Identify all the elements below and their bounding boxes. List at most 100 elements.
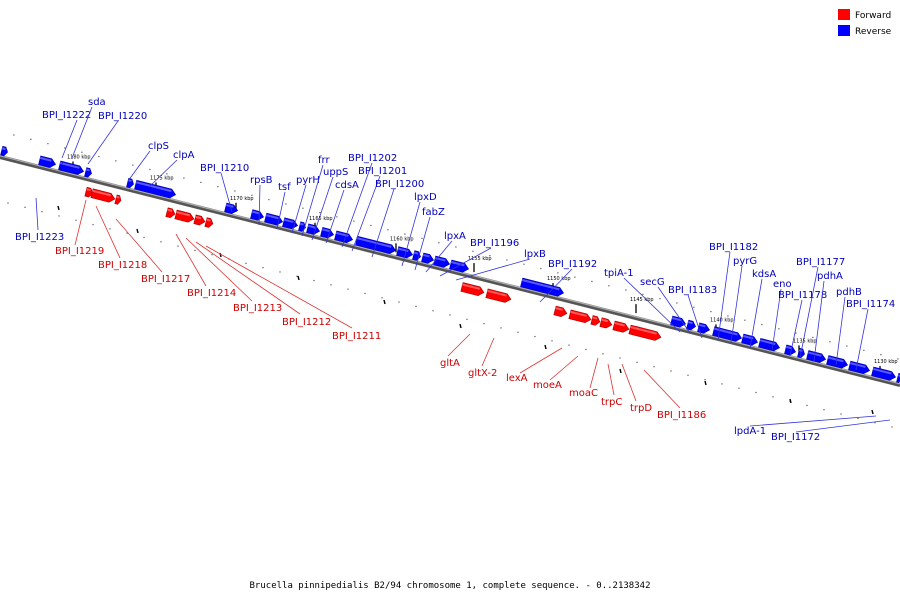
gene-arrow-reverse[interactable] <box>250 209 265 222</box>
label-leader-line <box>220 172 233 213</box>
gene-arrow-reverse[interactable] <box>686 319 696 331</box>
gene-arrow-forward[interactable] <box>485 288 512 304</box>
gene-arrow-forward[interactable] <box>599 317 613 330</box>
gene-arrow-reverse[interactable] <box>264 212 284 226</box>
gene-arrow-reverse[interactable] <box>896 372 900 383</box>
gene-arrow-reverse[interactable] <box>449 259 470 273</box>
gene-label[interactable]: sda <box>88 97 106 108</box>
label-leader-line <box>749 278 763 349</box>
gene-label[interactable]: moeA <box>533 380 562 391</box>
gene-label[interactable]: BPI_I1213 <box>233 303 282 314</box>
dot-lower <box>41 211 43 213</box>
tick-label: 1135 kbp <box>793 338 817 344</box>
gene-arrow-forward[interactable] <box>460 282 485 297</box>
gene-arrow-forward[interactable] <box>553 305 568 318</box>
gene-arrow-forward[interactable] <box>114 194 122 205</box>
gene-label[interactable]: frr <box>318 155 330 166</box>
dot-lower <box>245 262 247 264</box>
gene-label[interactable]: BPI_I1202 <box>348 153 397 164</box>
gene-arrow-forward[interactable] <box>568 309 592 324</box>
gene-arrow-reverse[interactable] <box>784 344 797 356</box>
gene-arrow-forward[interactable] <box>90 188 116 204</box>
gene-arrow-reverse[interactable] <box>871 366 897 382</box>
gene-gloss <box>307 224 316 229</box>
gene-label[interactable]: BPI_I1178 <box>778 290 827 301</box>
gene-label[interactable]: lpxD <box>414 192 437 203</box>
gene-label[interactable]: BPI_I1192 <box>548 259 597 270</box>
gene-label[interactable]: BPI_I1177 <box>796 257 845 268</box>
gene-arrow-reverse[interactable] <box>670 315 687 328</box>
gene-arrow-reverse[interactable] <box>421 252 435 265</box>
gene-label[interactable]: lexA <box>506 373 528 384</box>
gene-label[interactable]: moaC <box>569 388 598 399</box>
gene-label[interactable]: BPI_I1196 <box>470 238 519 249</box>
gene-arrow-reverse[interactable] <box>126 177 134 189</box>
gene-label[interactable]: BPI_I1211 <box>332 331 381 342</box>
gene-label[interactable]: cdsA <box>335 180 359 191</box>
gene-label[interactable]: BPI_I1212 <box>282 317 331 328</box>
legend-swatch-reverse <box>838 25 850 36</box>
gene-label[interactable]: clpS <box>148 141 169 152</box>
gene-label[interactable]: uppS <box>323 167 348 178</box>
gene-arrow-reverse[interactable] <box>697 322 711 335</box>
gene-arrow-reverse[interactable] <box>334 230 354 244</box>
gene-label[interactable]: BPI_I1210 <box>200 163 249 174</box>
gene-label[interactable]: BPI_I1220 <box>98 111 147 122</box>
gene-label[interactable]: pyrG <box>733 256 757 267</box>
gene-label[interactable]: trpC <box>601 397 622 408</box>
gene-label[interactable]: BPI_I1186 <box>657 410 706 421</box>
gene-arrow-forward[interactable] <box>84 186 94 198</box>
gene-arrow-reverse[interactable] <box>826 355 849 370</box>
gene-arrow-forward[interactable] <box>590 315 601 326</box>
gene-label[interactable]: BPI_I1214 <box>187 288 236 299</box>
gene-label[interactable]: pyrH <box>296 175 320 186</box>
gene-label[interactable]: BPI_I1219 <box>55 246 104 257</box>
gene-arrow-forward[interactable] <box>204 217 214 228</box>
gene-arrow-reverse[interactable] <box>38 155 57 169</box>
gene-label[interactable]: tsf <box>278 182 291 193</box>
gene-arrow-reverse[interactable] <box>758 337 781 352</box>
gene-label[interactable]: BPI_I1172 <box>771 432 820 443</box>
gene-label[interactable]: eno <box>773 279 792 290</box>
gene-arrow-reverse[interactable] <box>134 179 177 199</box>
gene-label[interactable]: BPI_I1217 <box>141 274 190 285</box>
gene-label[interactable]: BPI_I1200 <box>375 179 424 190</box>
gene-arrow-reverse[interactable] <box>520 277 565 297</box>
gene-label[interactable]: lpxA <box>444 231 466 242</box>
gene-arrow-forward[interactable] <box>174 209 195 223</box>
gene-label[interactable]: tpiA-1 <box>604 268 634 279</box>
label-leader-line <box>519 347 563 374</box>
gene-label[interactable]: BPI_I1201 <box>358 166 407 177</box>
gene-label[interactable]: clpA <box>173 150 195 161</box>
gene-arrow-reverse[interactable] <box>848 360 871 375</box>
gene-label[interactable]: lpxB <box>524 249 546 260</box>
gene-label[interactable]: secG <box>640 277 665 288</box>
gene-arrow-reverse[interactable] <box>84 167 92 178</box>
gene-label[interactable]: pdhB <box>836 287 862 298</box>
gene-arrow-forward[interactable] <box>612 320 630 334</box>
gene-label[interactable]: lpdA-1 <box>734 426 766 437</box>
gene-arrow-forward[interactable] <box>193 214 206 226</box>
legend-label-reverse: Reverse <box>855 27 892 37</box>
dot-upper <box>455 246 457 248</box>
gene-label[interactable]: BPI_I1182 <box>709 242 758 253</box>
gene-arrow-reverse[interactable] <box>60 161 85 176</box>
gene-label[interactable]: BPI_I1222 <box>42 110 91 121</box>
gene-label[interactable]: BPI_I1174 <box>846 299 895 310</box>
gene-arrow-forward[interactable] <box>165 207 176 219</box>
gene-arrow-forward[interactable] <box>628 324 662 342</box>
gene-label[interactable]: BPI_I1183 <box>668 285 717 296</box>
gene-gloss <box>450 261 465 267</box>
gene-label[interactable]: rpsB <box>250 175 273 186</box>
gene-arrow-reverse[interactable] <box>0 145 8 157</box>
gene-label[interactable]: trpD <box>630 403 652 414</box>
gene-arrow-reverse[interactable] <box>712 326 743 343</box>
gene-label[interactable]: kdsA <box>752 269 776 280</box>
gene-label[interactable]: gltX-2 <box>468 368 497 379</box>
gene-label[interactable]: fabZ <box>422 207 445 218</box>
gene-label[interactable]: pdhA <box>817 271 843 282</box>
gene-shape <box>38 155 57 168</box>
gene-label[interactable]: BPI_I1223 <box>15 232 64 243</box>
gene-label[interactable]: gltA <box>440 358 460 369</box>
gene-label[interactable]: BPI_I1218 <box>98 260 147 271</box>
